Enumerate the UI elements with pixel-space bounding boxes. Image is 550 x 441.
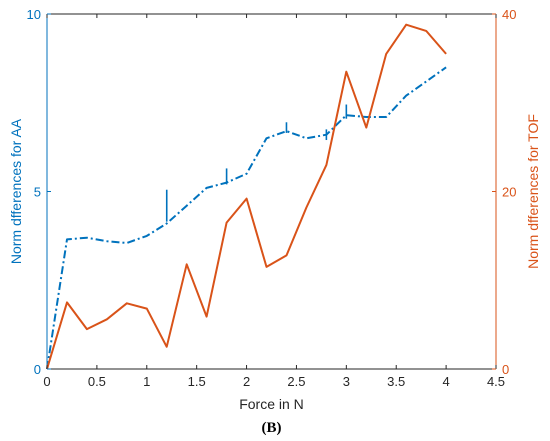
y-left-tick-label: 0	[34, 362, 41, 377]
panel-label: (B)	[262, 420, 282, 436]
y-axis-left-title: Norm dfferences for AA	[8, 118, 24, 264]
axes-frame	[46, 13, 497, 370]
x-tick-label: 0.5	[88, 374, 106, 389]
x-tick-label: 3	[343, 374, 350, 389]
x-tick-label: 2.5	[287, 374, 305, 389]
x-axis-title: Force in N	[239, 396, 304, 412]
y-right-tick-label: 0	[502, 362, 509, 377]
y-right-tick-label: 40	[502, 7, 516, 22]
x-tick-label: 2	[243, 374, 250, 389]
x-tick-label: 1	[143, 374, 150, 389]
x-tick-label: 0	[43, 374, 50, 389]
series-layer	[46, 23, 447, 370]
x-tick-label: 1.5	[188, 374, 206, 389]
x-tick-label: 3.5	[387, 374, 405, 389]
y-axis-right-title: Norm dfferences for TOF	[525, 114, 541, 269]
x-tick-label: 4	[442, 374, 449, 389]
y-right-tick-label: 20	[502, 185, 516, 200]
x-tick-label: 4.5	[487, 374, 505, 389]
series-line-left	[46, 66, 447, 370]
y-left-tick-label: 10	[27, 7, 41, 22]
series-line-right	[46, 23, 447, 370]
y-left-tick-label: 5	[34, 185, 41, 200]
